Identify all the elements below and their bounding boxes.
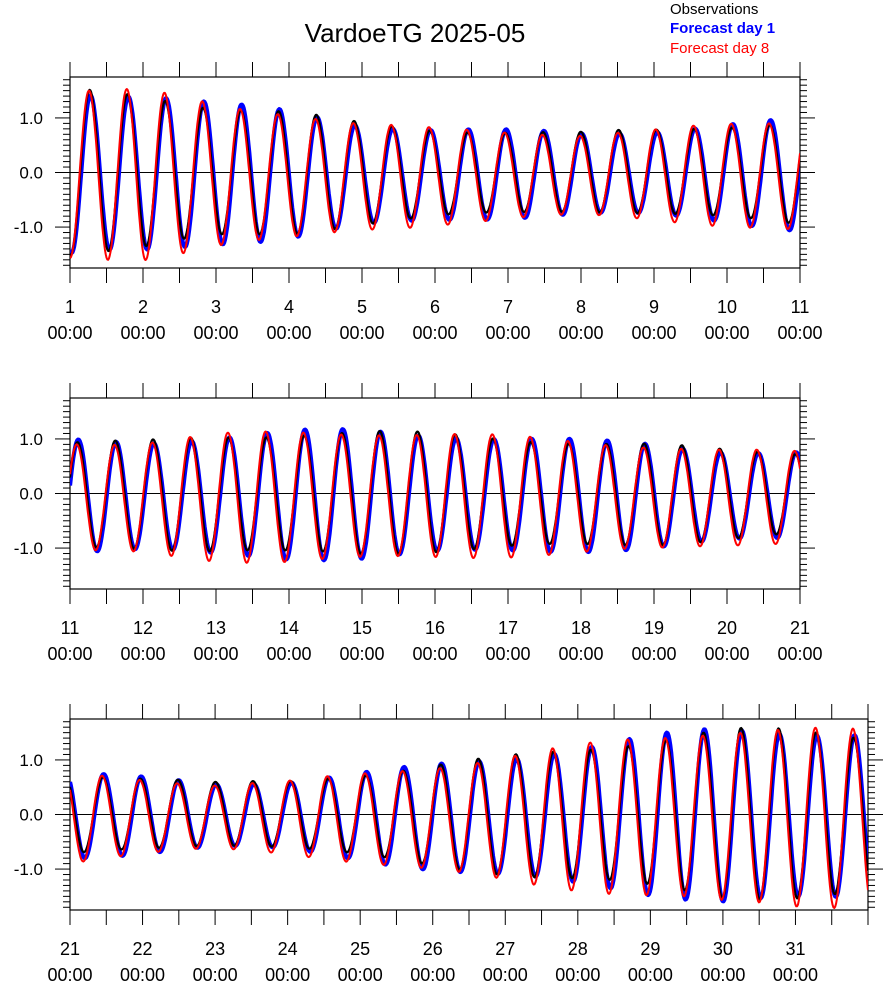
x-tick-label-day: 17 (498, 618, 518, 638)
x-tick-label-time: 00:00 (339, 644, 384, 664)
x-tick-label-day: 15 (352, 618, 372, 638)
x-tick-label-time: 00:00 (628, 965, 673, 985)
y-tick-label: 0.0 (19, 806, 43, 825)
x-tick-label-time: 00:00 (704, 644, 749, 664)
x-tick-label-day: 16 (425, 618, 445, 638)
x-tick-label-time: 00:00 (700, 965, 745, 985)
x-tick-label-time: 00:00 (485, 323, 530, 343)
x-tick-label-day: 29 (640, 939, 660, 959)
x-tick-label-time: 00:00 (193, 644, 238, 664)
x-tick-label-day: 12 (133, 618, 153, 638)
y-tick-label: -1.0 (14, 539, 43, 558)
x-tick-label-day: 3 (211, 297, 221, 317)
x-tick-label-time: 00:00 (410, 965, 455, 985)
x-tick-label-day: 4 (284, 297, 294, 317)
x-tick-label-time: 00:00 (339, 323, 384, 343)
x-tick-label-time: 00:00 (412, 644, 457, 664)
x-tick-label-day: 23 (205, 939, 225, 959)
panel-3: -1.0 0.0 1.0 21 00:00 22 00:00 23 00:00 24 00:00 25… (14, 704, 883, 985)
x-tick-label-time: 00:00 (773, 965, 818, 985)
x-tick-label-time: 00:00 (120, 965, 165, 985)
x-tick-label-time: 00:00 (777, 644, 822, 664)
series-line-forecast-day-8 (70, 430, 800, 564)
x-tick-label-time: 00:00 (704, 323, 749, 343)
y-tick-label: 1.0 (19, 109, 43, 128)
x-tick-label-day: 31 (785, 939, 805, 959)
x-tick-label-day: 6 (430, 297, 440, 317)
x-tick-label-day: 8 (576, 297, 586, 317)
x-tick-label-time: 00:00 (266, 323, 311, 343)
y-tick-label: 1.0 (19, 751, 43, 770)
x-tick-label-time: 00:00 (558, 644, 603, 664)
x-tick-label-time: 00:00 (47, 323, 92, 343)
x-tick-label-time: 00:00 (338, 965, 383, 985)
x-tick-label-day: 28 (568, 939, 588, 959)
x-tick-label-day: 21 (60, 939, 80, 959)
x-tick-label-day: 19 (644, 618, 664, 638)
x-tick-label-time: 00:00 (558, 323, 603, 343)
x-tick-label-day: 10 (717, 297, 737, 317)
x-tick-label-time: 00:00 (265, 965, 310, 985)
y-tick-label: -1.0 (14, 218, 43, 237)
legend-entry-forecast-day-1: Forecast day 1 (670, 20, 775, 37)
x-tick-label-time: 00:00 (47, 965, 92, 985)
x-tick-label-day: 18 (571, 618, 591, 638)
panel-2: -1.0 0.0 1.0 11 00:00 12 00:00 13 00:00 14 00:00 15… (14, 383, 823, 664)
x-tick-label-time: 00:00 (193, 323, 238, 343)
panels: -1.0 0.0 1.0 1 00:00 2 00:00 3 00:00 4 00:00 5 00:00… (14, 62, 883, 985)
y-tick-label: 0.0 (19, 485, 43, 504)
x-tick-label-day: 13 (206, 618, 226, 638)
x-tick-label-day: 21 (790, 618, 810, 638)
x-tick-label-time: 00:00 (47, 644, 92, 664)
x-tick-label-day: 11 (791, 297, 810, 317)
x-tick-label-day: 30 (713, 939, 733, 959)
x-tick-label-day: 7 (503, 297, 513, 317)
x-tick-label-day: 11 (61, 618, 80, 638)
x-tick-label-day: 9 (649, 297, 659, 317)
y-tick-label: -1.0 (14, 860, 43, 879)
x-tick-label-time: 00:00 (777, 323, 822, 343)
x-tick-label-day: 25 (350, 939, 370, 959)
x-tick-label-time: 00:00 (485, 644, 530, 664)
x-tick-label-time: 00:00 (120, 323, 165, 343)
series-line-forecast-day-8 (70, 726, 868, 909)
x-tick-label-day: 22 (133, 939, 153, 959)
x-tick-label-time: 00:00 (412, 323, 457, 343)
x-tick-label-day: 1 (65, 297, 75, 317)
x-tick-label-day: 27 (495, 939, 515, 959)
x-tick-label-time: 00:00 (120, 644, 165, 664)
x-tick-label-time: 00:00 (631, 323, 676, 343)
y-tick-label: 0.0 (19, 164, 43, 183)
x-tick-label-time: 00:00 (483, 965, 528, 985)
x-tick-label-day: 24 (278, 939, 298, 959)
x-tick-label-day: 5 (357, 297, 367, 317)
series-line-forecast-day-8 (70, 88, 800, 261)
legend-entry-forecast-day-8: Forecast day 8 (670, 40, 769, 57)
x-tick-label-day: 2 (138, 297, 148, 317)
legend-entry-observations: Observations (670, 1, 758, 18)
x-tick-label-time: 00:00 (193, 965, 238, 985)
legend: Observations Forecast day 1 Forecast day… (670, 1, 775, 57)
x-tick-label-day: 26 (423, 939, 443, 959)
x-tick-label-day: 20 (717, 618, 737, 638)
chart-title: VardoeTG 2025-05 (305, 18, 526, 48)
x-tick-label-time: 00:00 (266, 644, 311, 664)
x-tick-label-time: 00:00 (631, 644, 676, 664)
x-tick-label-time: 00:00 (555, 965, 600, 985)
x-tick-label-day: 14 (279, 618, 299, 638)
y-tick-label: 1.0 (19, 430, 43, 449)
panel-1: -1.0 0.0 1.0 1 00:00 2 00:00 3 00:00 4 00:00 5 00:00… (14, 62, 823, 343)
